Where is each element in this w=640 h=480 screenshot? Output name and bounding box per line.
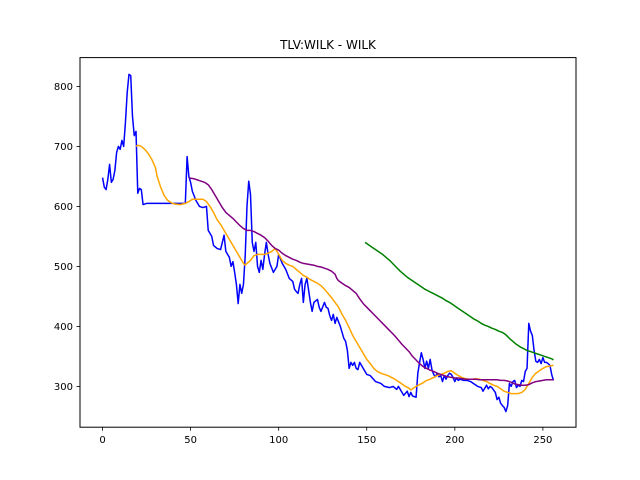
series-line-1 bbox=[101, 73, 555, 413]
x-tick-label: 50 bbox=[184, 435, 197, 446]
series-line-3 bbox=[188, 176, 554, 386]
x-tick-label: 100 bbox=[269, 435, 288, 446]
y-tick-label: 300 bbox=[54, 382, 73, 393]
y-axis: 300 400 500 600 700 800 bbox=[54, 82, 80, 393]
series-line-4 bbox=[364, 241, 554, 361]
y-tick-label: 600 bbox=[54, 202, 73, 213]
x-axis: 0 50 100 150 200 250 bbox=[99, 427, 552, 446]
y-tick-label: 700 bbox=[54, 142, 73, 153]
x-tick-label: 200 bbox=[445, 435, 464, 446]
y-tick-label: 400 bbox=[54, 322, 73, 333]
y-tick-label: 800 bbox=[54, 82, 73, 93]
x-tick-label: 150 bbox=[357, 435, 376, 446]
series-layer bbox=[101, 73, 555, 413]
x-tick-label: 250 bbox=[533, 435, 552, 446]
chart-title: TLV:WILK - WILK bbox=[279, 38, 377, 52]
x-tick-label: 0 bbox=[99, 435, 105, 446]
plot-frame bbox=[79, 57, 577, 428]
y-tick-label: 500 bbox=[54, 262, 73, 273]
